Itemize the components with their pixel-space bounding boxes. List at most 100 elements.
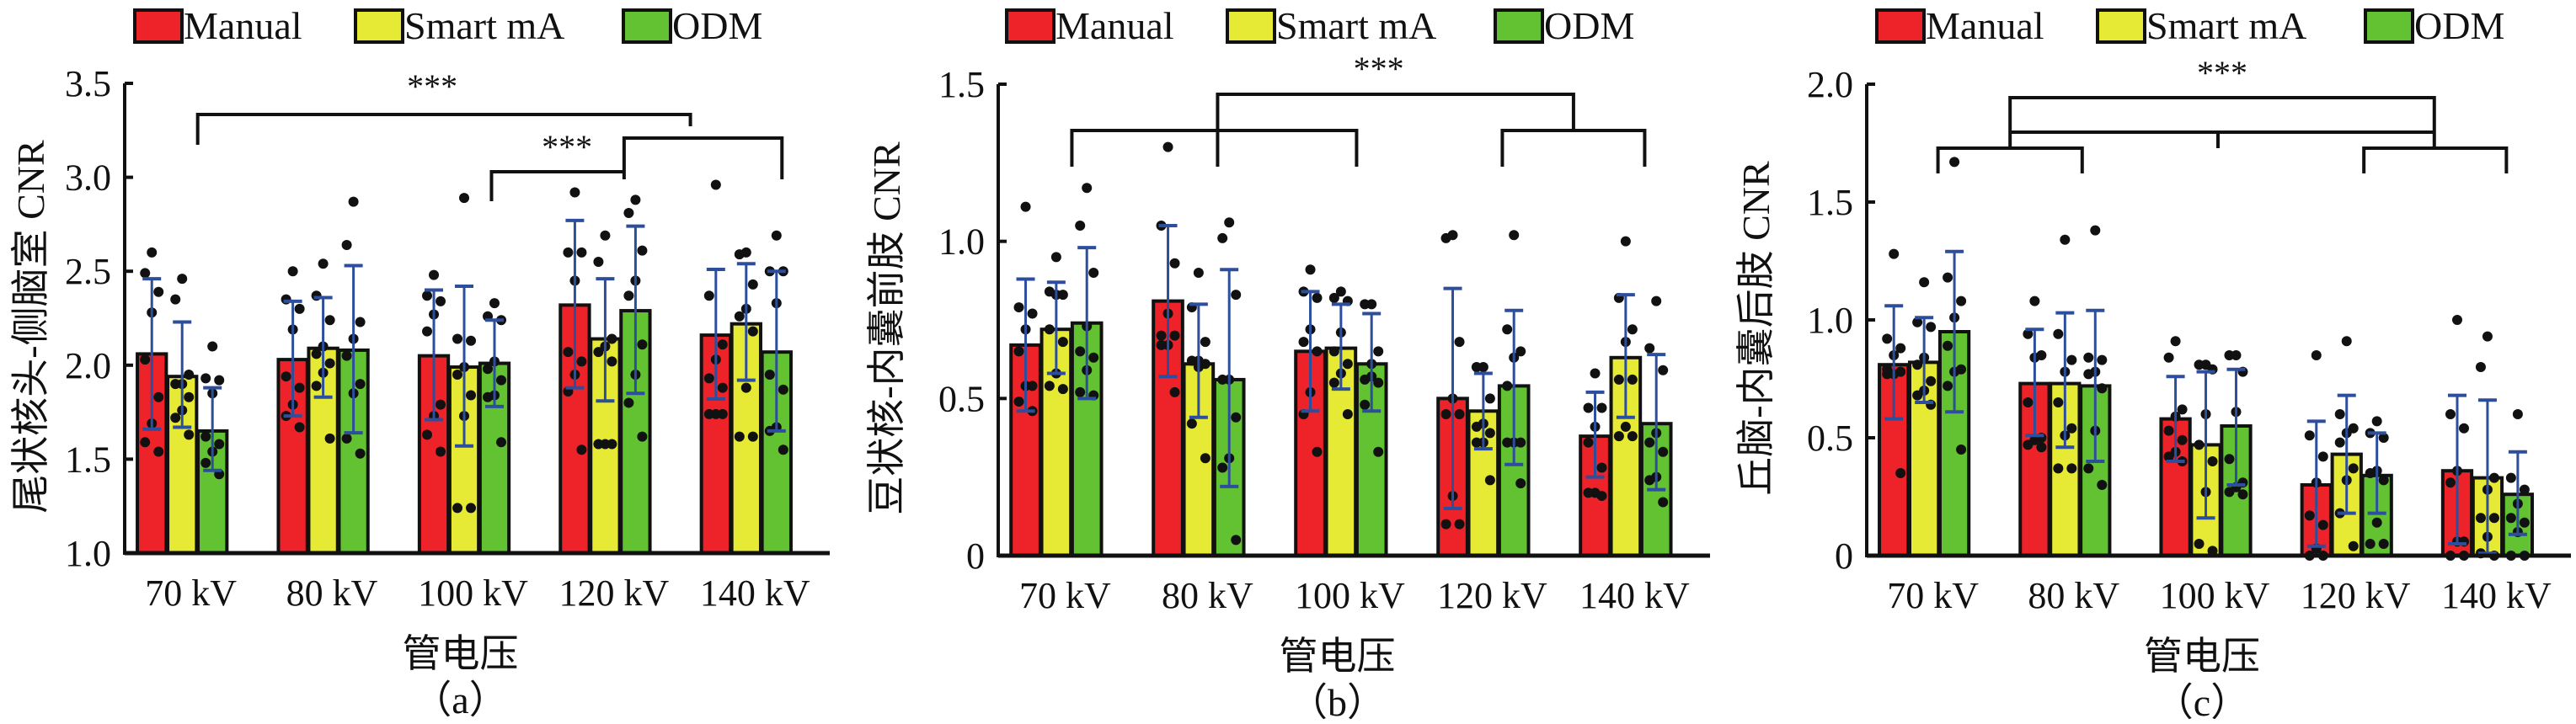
data-point [1882, 333, 1893, 344]
data-point [1613, 374, 1624, 385]
data-point [1926, 322, 1937, 333]
data-point [1075, 221, 1086, 231]
data-point [436, 399, 446, 410]
data-point [1217, 374, 1228, 385]
legend-label-smart-ma: Smart mA [2146, 4, 2306, 47]
data-point [1596, 491, 1607, 502]
significance-bracket [1216, 93, 1575, 167]
data-point [1044, 324, 1055, 335]
data-point [1169, 386, 1180, 397]
data-point [1169, 258, 1180, 269]
data-point [2053, 328, 2064, 339]
data-point [1949, 157, 1960, 168]
data-point [2237, 489, 2248, 500]
data-point [184, 369, 195, 380]
data-point [1231, 535, 1242, 546]
data-point [2194, 439, 2205, 450]
data-point [576, 356, 587, 367]
x-tick-label: 140 kV [700, 572, 810, 614]
data-point [703, 408, 714, 419]
y-axis-title: 丘脑-内囊后肢 CNR [1734, 161, 1777, 496]
data-point [1926, 375, 1937, 386]
data-point [734, 431, 745, 442]
data-point [637, 431, 648, 442]
data-point [1050, 252, 1061, 263]
data-point [1088, 352, 1099, 363]
data-point [576, 445, 587, 455]
data-point [483, 391, 494, 402]
data-point [1943, 340, 1953, 351]
data-point [177, 274, 188, 285]
data-point [1373, 377, 1384, 388]
data-point [2097, 383, 2108, 394]
legend-swatch-manual [133, 8, 184, 44]
data-point [2488, 513, 2499, 524]
significance-bracket [622, 136, 784, 179]
data-point [1193, 268, 1204, 278]
data-point [1013, 302, 1024, 313]
panel-label: （b） [1289, 681, 1386, 724]
data-point [1217, 462, 1228, 473]
data-point [1471, 362, 1482, 372]
data-point [2445, 409, 2456, 419]
data-point [318, 258, 329, 269]
x-tick-label: 80 kV [286, 572, 378, 614]
data-point [1943, 381, 1953, 391]
data-point [1373, 446, 1384, 457]
data-point [563, 347, 574, 358]
data-point [1186, 355, 1197, 366]
data-point [2378, 433, 2389, 443]
data-point [1912, 359, 1923, 370]
data-point [1328, 292, 1339, 303]
data-point [1020, 201, 1031, 212]
data-point [341, 350, 352, 361]
data-point [623, 290, 634, 301]
data-point [1200, 453, 1211, 464]
data-point [2177, 434, 2188, 445]
data-point [281, 371, 291, 382]
data-point [1156, 330, 1167, 341]
data-point [466, 390, 477, 401]
significance-label: *** [1354, 50, 1404, 88]
data-point [184, 429, 195, 440]
data-point [1335, 286, 1346, 297]
data-point [1613, 431, 1624, 442]
data-point [2163, 352, 2174, 363]
y-tick-label: 3.0 [65, 157, 111, 199]
y-tick-label: 1.5 [1807, 182, 1853, 223]
data-point [311, 349, 322, 359]
data-point [1088, 268, 1099, 278]
data-point [1627, 374, 1638, 385]
legend-swatch-smart-ma [1226, 8, 1276, 44]
data-point [2053, 463, 2064, 474]
data-point [2207, 546, 2218, 556]
x-axis-title: 管电压 [1280, 635, 1396, 678]
y-axis-title: 豆状核-内囊前肢 CNR [865, 141, 908, 515]
data-point [422, 429, 433, 440]
data-point [2519, 517, 2530, 528]
data-point [324, 358, 335, 369]
data-point [1231, 290, 1242, 301]
data-point [2036, 442, 2047, 453]
data-point [2371, 517, 2382, 528]
significance-label: *** [542, 128, 592, 166]
data-point [703, 373, 714, 384]
data-point [593, 439, 604, 450]
data-point [1013, 346, 1024, 357]
y-tick-label: 1.0 [938, 221, 985, 263]
significance-label: *** [407, 67, 457, 105]
data-point [1075, 386, 1086, 397]
y-tick-label: 2.0 [65, 345, 111, 386]
legend-label-odm: ODM [672, 4, 762, 47]
x-tick-label: 100 kV [2160, 575, 2270, 616]
data-point [1502, 381, 1513, 391]
data-point [355, 448, 366, 459]
data-point [607, 439, 617, 450]
data-point [2066, 423, 2077, 434]
data-point [2097, 480, 2108, 490]
data-point [1471, 437, 1482, 448]
significance-bracket [195, 113, 692, 145]
data-point [2334, 437, 2345, 448]
y-tick-label: 1.0 [65, 533, 111, 574]
data-point [2505, 513, 2516, 524]
